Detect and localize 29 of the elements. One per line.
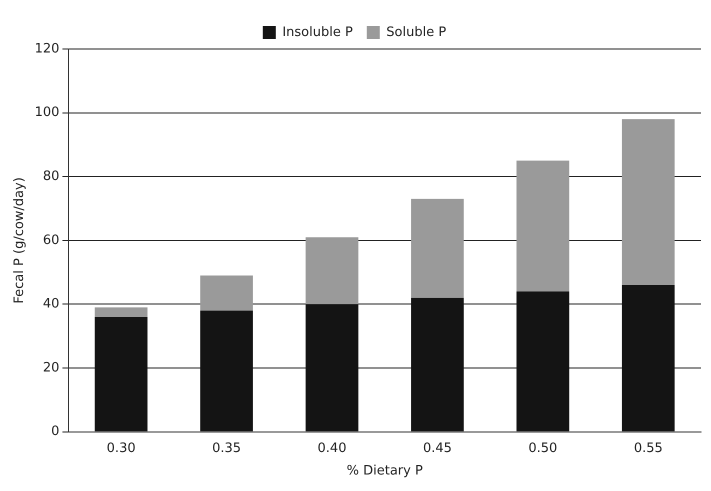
bar <box>94 307 148 317</box>
y-tick-label: 40 <box>42 296 60 312</box>
bar <box>411 198 464 298</box>
bar <box>200 310 253 432</box>
y-tick-label: 60 <box>42 232 60 248</box>
bar <box>516 291 570 432</box>
x-tick-label: 0.30 <box>106 440 136 456</box>
y-tick-label: 80 <box>42 168 60 184</box>
bar <box>94 316 148 432</box>
bar <box>306 304 358 432</box>
bar <box>622 285 675 432</box>
bar <box>200 275 253 311</box>
x-tick-label: 0.50 <box>528 440 558 456</box>
bar <box>411 298 464 432</box>
y-tick-label: 100 <box>34 105 60 120</box>
y-tick-label: 20 <box>42 360 60 376</box>
x-tick-label: 0.45 <box>422 440 452 456</box>
y-tick-label: 120 <box>34 41 60 56</box>
legend-label: Soluble P <box>386 24 446 40</box>
x-tick-label: 0.40 <box>318 440 346 456</box>
y-axis-title: Fecal P (g/cow/day) <box>12 177 28 304</box>
legend-label: Insoluble P <box>282 24 353 40</box>
y-tick-label: 0 <box>51 424 60 440</box>
x-axis-title: % Dietary P <box>346 464 423 479</box>
bar <box>516 160 570 292</box>
bar <box>622 119 675 286</box>
bar <box>306 237 358 304</box>
x-tick-label: 0.35 <box>212 440 242 456</box>
x-tick-label: 0.55 <box>634 440 663 456</box>
